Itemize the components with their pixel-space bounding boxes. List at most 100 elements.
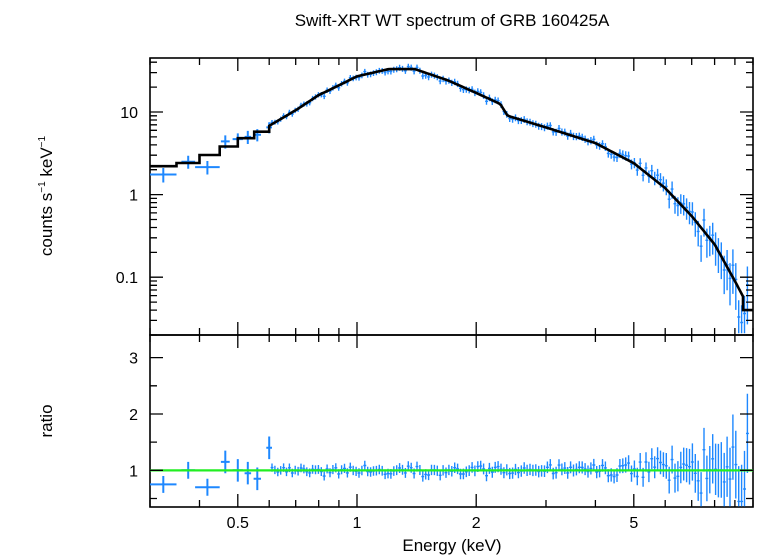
x-tick-label: 1 <box>353 515 362 532</box>
ratio-fine-bin-98 <box>554 466 558 479</box>
spectrum-y-tick-label: 10 <box>120 105 138 122</box>
spectrum-fine-bin-52 <box>421 73 425 80</box>
ratio-fine-bin-143 <box>685 448 688 483</box>
ratio-fine-bin-12 <box>305 467 309 477</box>
x-tick-label: 5 <box>629 515 638 532</box>
ratio-fine-bin-52 <box>421 471 425 482</box>
ratio-fine-bin-44 <box>398 463 401 473</box>
ratio-data-point-0 <box>150 476 177 493</box>
ratio-fine-bin-75 <box>488 462 491 474</box>
ratio-fine-bin-162 <box>740 464 744 507</box>
ratio-fine-bin-2 <box>276 467 280 477</box>
ratio-data-point-2 <box>195 478 220 496</box>
ratio-fine-bin-60 <box>444 467 448 478</box>
ratio-fine-bin-124 <box>630 465 633 482</box>
ratio-fine-bin-138 <box>670 445 674 474</box>
y-axis-label-spectrum: counts s−1 keV−1 <box>37 135 56 256</box>
ratio-fine-bin-135 <box>661 452 665 477</box>
ratio-fine-bin-67 <box>464 466 468 478</box>
spectrum-fine-bin-142 <box>682 195 686 216</box>
ratio-fine-bin-157 <box>725 436 729 497</box>
y-axis-label-ratio: ratio <box>37 404 56 437</box>
ratio-fine-bin-145 <box>690 443 694 481</box>
ratio-fine-bin-11 <box>302 464 306 474</box>
chart-title: Swift-XRT WT spectrum of GRB 160425A <box>295 11 610 30</box>
ratio-fine-bin-106 <box>577 461 581 474</box>
spectrum-model-layer <box>150 67 753 312</box>
ratio-fine-bin-140 <box>676 461 680 492</box>
ratio-fine-bin-54 <box>427 469 430 481</box>
x-axis-label: Energy (keV) <box>402 536 501 555</box>
ratio-fine-bin-85 <box>517 467 520 479</box>
ratio-fine-bin-148 <box>699 472 703 507</box>
ratio-fine-bin-18 <box>322 471 326 481</box>
spectrum-data-point-0 <box>150 168 177 183</box>
spectrum-fine-bin-145 <box>690 202 694 226</box>
spectrum-panel-frame <box>149 57 754 336</box>
spectrum-fine-bin-131 <box>650 164 654 178</box>
spectrum-fine-bin-148 <box>699 235 703 262</box>
ratio-fine-bin-32 <box>363 460 367 471</box>
ratio-data-point-5 <box>244 461 252 485</box>
ratio-fine-bin-58 <box>438 470 442 481</box>
ratio-fine-bin-132 <box>653 456 657 479</box>
ratio-fine-bin-133 <box>656 447 659 470</box>
ratio-fine-bin-79 <box>499 463 503 475</box>
x-tick-label: 2 <box>472 515 481 532</box>
ratio-fine-bin-156 <box>722 452 726 507</box>
model-line <box>150 67 753 312</box>
spectrum-fine-bin-58 <box>438 78 442 85</box>
ratio-fine-bin-115 <box>603 461 607 475</box>
ratio-fine-bin-96 <box>548 459 552 471</box>
spectrum-fine-bin-146 <box>693 212 697 237</box>
ratio-fine-bin-161 <box>737 466 741 507</box>
spectrum-data-point-2 <box>195 161 220 175</box>
ratio-fine-bin-141 <box>679 451 683 484</box>
ratio-fine-bin-111 <box>592 458 596 472</box>
ratio-fine-bin-139 <box>673 463 677 493</box>
ratio-fine-bin-83 <box>511 467 515 479</box>
spectrum-fine-bin-118 <box>612 153 616 162</box>
spectrum-fine-bin-159 <box>731 249 735 294</box>
ratio-fine-bin-123 <box>627 455 630 471</box>
ratio-fine-bin-147 <box>696 460 700 501</box>
ratio-fine-bin-160 <box>734 430 738 499</box>
tick-label-layer: 0.5 1 2 5 0.1 1 10 1 2 3 <box>116 105 639 532</box>
ratio-fine-bin-150 <box>705 455 709 502</box>
ratio-fine-bin-127 <box>638 453 642 472</box>
ratio-fine-bin-112 <box>595 466 599 479</box>
ratio-fine-bin-130 <box>647 461 651 483</box>
ratio-fine-bin-87 <box>522 462 526 474</box>
ratio-panel-frame <box>149 334 754 508</box>
ratio-fine-bin-101 <box>563 462 567 474</box>
spectrum-fine-bin-161 <box>737 300 741 334</box>
ratio-fine-bin-152 <box>711 434 715 484</box>
ratio-fine-bin-146 <box>693 454 697 493</box>
ratio-fine-bin-33 <box>366 466 370 477</box>
spectrum-fine-bin-136 <box>664 179 668 196</box>
ratio-fine-bin-118 <box>612 469 616 484</box>
spectrum-fine-bin-74 <box>485 98 488 105</box>
ratio-fine-bin-159 <box>731 414 735 480</box>
ratio-fine-bin-92 <box>537 465 541 478</box>
ratio-fine-bin-25 <box>343 463 346 473</box>
ratio-fine-bin-5 <box>285 467 288 477</box>
spectrum-fine-bin-135 <box>661 176 665 192</box>
ratio-fine-bin-73 <box>482 463 486 475</box>
spectrum-data-layer <box>150 63 749 334</box>
ratio-fine-bin-149 <box>702 427 706 472</box>
ratio-y-tick-label: 2 <box>129 407 138 424</box>
ratio-fine-bin-125 <box>632 460 636 478</box>
ratio-fine-bin-144 <box>688 448 691 485</box>
ratio-fine-bin-99 <box>557 459 561 471</box>
ratio-fine-bin-109 <box>586 465 590 478</box>
ratio-fine-bin-64 <box>456 463 459 475</box>
ratio-fine-bin-136 <box>664 453 668 479</box>
ratio-fine-bin-131 <box>650 448 654 470</box>
spectrum-fine-bin-18 <box>322 93 326 100</box>
tick-layer <box>149 58 754 507</box>
ratio-data-point-7 <box>266 436 272 460</box>
ratio-fine-bin-110 <box>589 462 593 475</box>
spectrum-fine-bin-137 <box>667 191 671 209</box>
ratio-fine-bin-129 <box>644 452 648 472</box>
